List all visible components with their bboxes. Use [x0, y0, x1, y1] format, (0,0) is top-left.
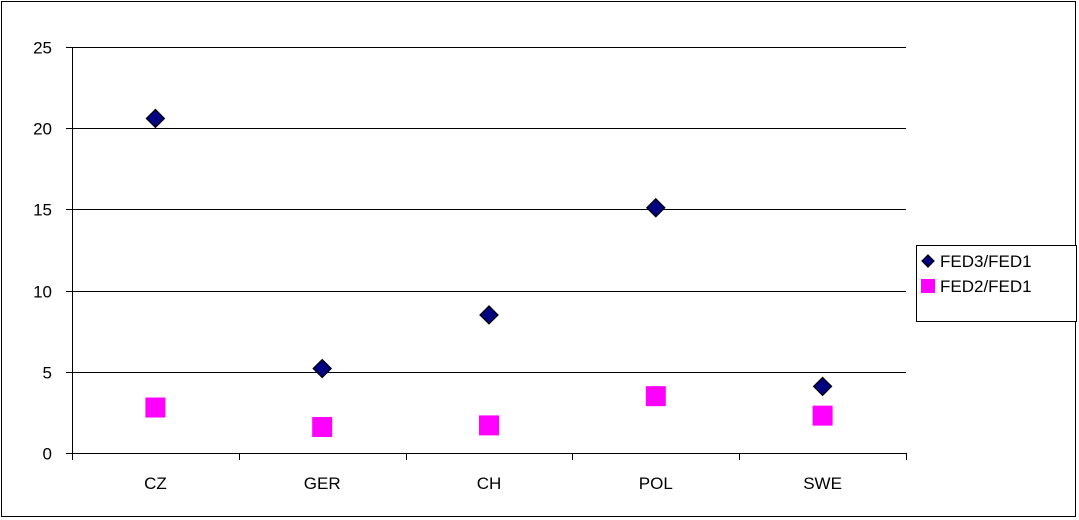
point-fed3-fed1-pol: [645, 197, 666, 218]
point-fed2-fed1-cz: [145, 397, 166, 418]
point-fed3-fed1-ger: [312, 358, 333, 379]
point-fed3-fed1-ch: [479, 305, 499, 325]
y-tick-label: 20: [33, 120, 52, 139]
point-fed3-fed1-swe: [812, 376, 833, 397]
legend-label: FED2/FED1: [940, 277, 1032, 296]
x-tick-label: POL: [639, 474, 673, 493]
y-tick-labels: 0 5 10 15 20 25: [33, 39, 52, 464]
legend: FED3/FED1 FED2/FED1: [916, 245, 1077, 322]
legend-box: [916, 245, 1077, 322]
y-tick-label: 15: [33, 201, 52, 220]
point-fed2-fed1-ger: [312, 417, 333, 438]
x-tick-label: GER: [304, 474, 341, 493]
y-tick-label: 0: [43, 445, 52, 464]
y-tick-label: 5: [43, 364, 52, 383]
point-fed3-fed1-cz: [145, 108, 166, 129]
point-fed2-fed1-pol: [645, 386, 666, 407]
legend-marker: [921, 279, 935, 293]
y-tick-label: 25: [33, 39, 52, 58]
data-points: [145, 108, 833, 438]
point-fed2-fed1-ch: [479, 415, 499, 436]
x-tick-labels: CZ GER CH POL SWE: [144, 474, 842, 493]
axes: [66, 47, 907, 460]
gridlines: [72, 47, 906, 373]
x-tick-label: CH: [477, 474, 502, 493]
point-fed2-fed1-swe: [812, 405, 833, 426]
y-tick-label: 10: [33, 283, 52, 302]
legend-marker: [921, 254, 935, 268]
x-tick-label: CZ: [144, 474, 167, 493]
legend-label: FED3/FED1: [940, 252, 1032, 271]
x-tick-label: SWE: [803, 474, 842, 493]
